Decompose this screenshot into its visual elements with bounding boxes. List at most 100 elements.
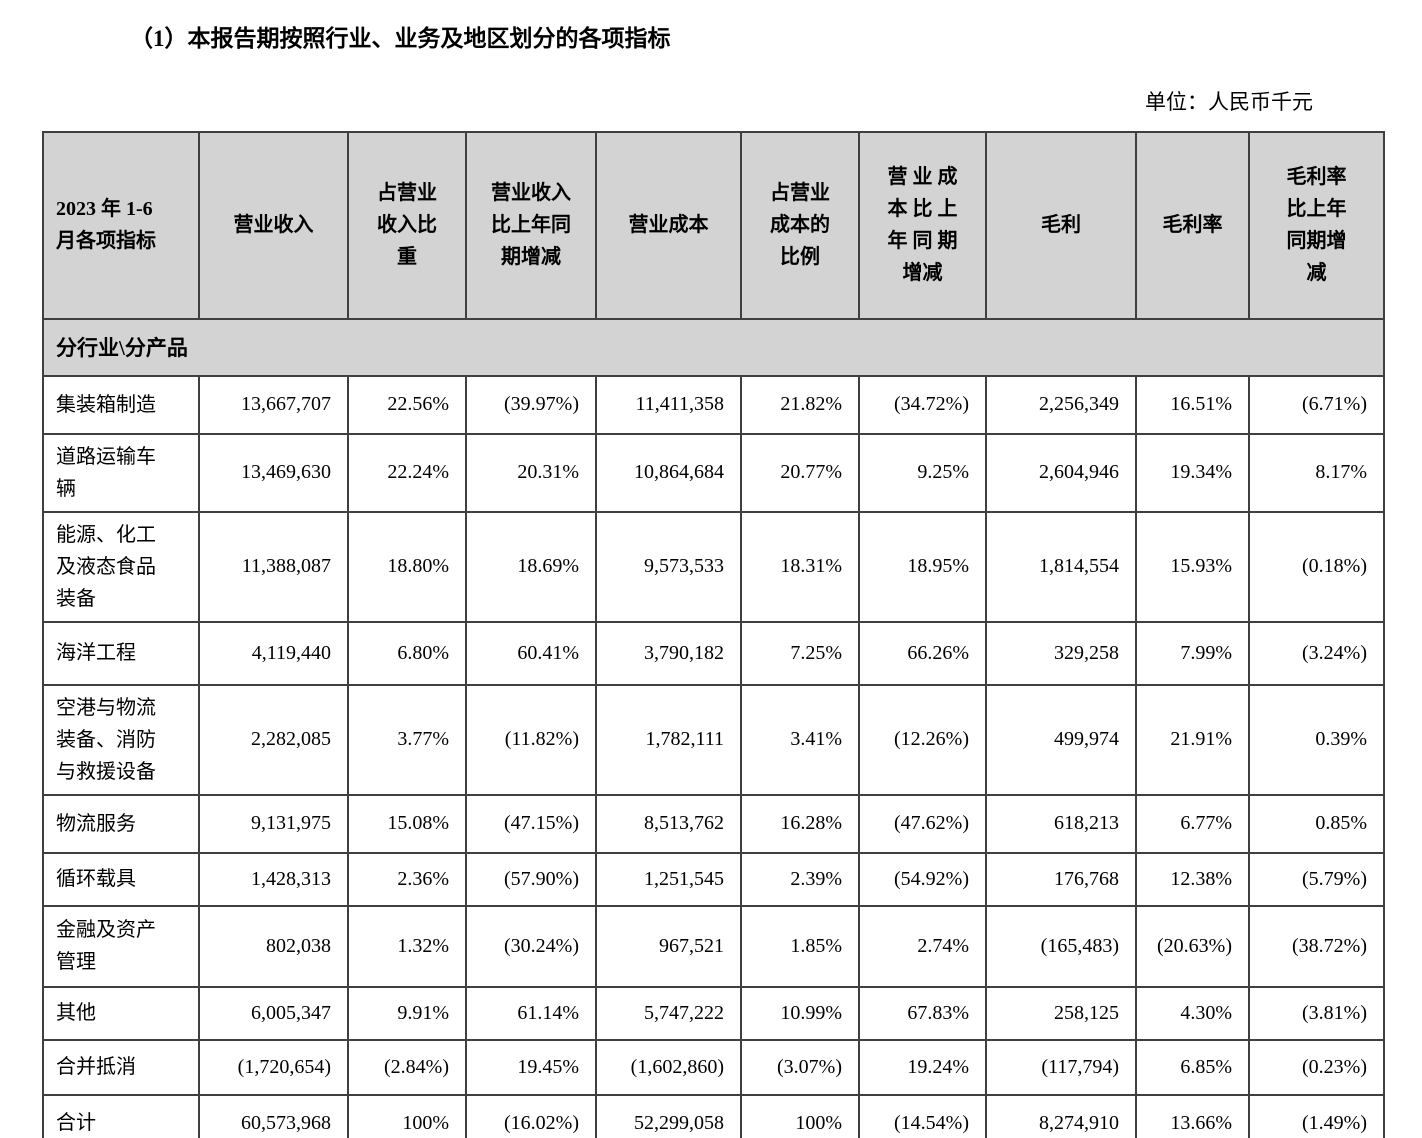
table-cell: 100% xyxy=(347,1093,467,1138)
table-row: 金融及资产管理 802,038 1.32% (30.24%) 967,521 1.85% 2… xyxy=(42,904,1385,988)
table-cell: (5.79%) xyxy=(1248,851,1385,907)
table-cell: (3.81%) xyxy=(1248,985,1385,1041)
table-cell: 21.91% xyxy=(1135,683,1250,796)
column-header-period-indicators: 2023 年 1-6 月各项指标 xyxy=(42,130,200,320)
table-row: 空港与物流装备、消防与救援设备 2,282,085 3.77% (11.82%) 1,7… xyxy=(42,683,1385,796)
table-cell: 3.77% xyxy=(347,683,467,796)
table-cell: 1.32% xyxy=(347,904,467,988)
table-cell: 329,258 xyxy=(985,620,1137,686)
table-cell: 66.26% xyxy=(858,620,987,686)
row-label: 合计 xyxy=(42,1093,200,1138)
table-cell: 61.14% xyxy=(465,985,597,1041)
table-cell: 20.77% xyxy=(740,432,860,513)
row-label: 集装箱制造 xyxy=(42,374,200,435)
table-cell: 802,038 xyxy=(198,904,349,988)
section-label: 分行业\分产品 xyxy=(42,317,1385,377)
row-label: 道路运输车辆 xyxy=(42,432,200,513)
row-label: 能源、化工及液态食品装备 xyxy=(42,510,200,623)
table-cell: 19.24% xyxy=(858,1038,987,1096)
table-cell: 60.41% xyxy=(465,620,597,686)
page-title: （1）本报告期按照行业、业务及地区划分的各项指标 xyxy=(130,26,671,51)
segment-indicators-table: 2023 年 1-6 月各项指标 营业收入 占营业 收入比 重 营业收入 比上年… xyxy=(42,130,1385,1138)
table-cell: (117,794) xyxy=(985,1038,1137,1096)
table-cell: (38.72%) xyxy=(1248,904,1385,988)
table-row: 合并抵消 (1,720,654) (2.84%) 19.45% (1,602,860)(… xyxy=(42,1038,1385,1096)
table-cell: (6.71%) xyxy=(1248,374,1385,435)
table-cell: 18.95% xyxy=(858,510,987,623)
table-cell: 7.25% xyxy=(740,620,860,686)
table-cell: 18.31% xyxy=(740,510,860,623)
table-cell: 0.39% xyxy=(1248,683,1385,796)
table-row: 道路运输车辆 13,469,630 22.24% 20.31% 10,864,684 20… xyxy=(42,432,1385,513)
table-cell: (3.24%) xyxy=(1248,620,1385,686)
table-cell: 1,251,545 xyxy=(595,851,742,907)
table-cell: 18.69% xyxy=(465,510,597,623)
table-cell: 8,513,762 xyxy=(595,793,742,854)
table-cell: 9.25% xyxy=(858,432,987,513)
table-cell: (165,483) xyxy=(985,904,1137,988)
table-cell: 52,299,058 xyxy=(595,1093,742,1138)
table-cell: 3.41% xyxy=(740,683,860,796)
row-label: 物流服务 xyxy=(42,793,200,854)
row-label: 其他 xyxy=(42,985,200,1041)
table-cell: 9,131,975 xyxy=(198,793,349,854)
table-row: 集装箱制造 13,667,707 22.56% (39.97%) 11,411,358 2… xyxy=(42,374,1385,435)
column-header-revenue-yoy: 营业收入 比上年同 期增减 xyxy=(465,130,597,320)
table-cell: (1.49%) xyxy=(1248,1093,1385,1138)
table-cell: 3,790,182 xyxy=(595,620,742,686)
table-cell: (30.24%) xyxy=(465,904,597,988)
table-row: 合计 60,573,968 100% (16.02%) 52,299,058 100% (1… xyxy=(42,1093,1385,1138)
section-row: 分行业\分产品 xyxy=(42,317,1385,377)
unit-label: 单位：人民币千元 xyxy=(1145,89,1313,114)
table-cell: 6.77% xyxy=(1135,793,1250,854)
table-cell: 6.80% xyxy=(347,620,467,686)
row-label: 合并抵消 xyxy=(42,1038,200,1096)
column-header-revenue: 营业收入 xyxy=(198,130,349,320)
table-cell: 499,974 xyxy=(985,683,1137,796)
table-cell: 13,667,707 xyxy=(198,374,349,435)
table-cell: 618,213 xyxy=(985,793,1137,854)
row-label: 海洋工程 xyxy=(42,620,200,686)
table-body: 分行业\分产品 集装箱制造 13,667,707 22.56% (39.97%) 11,… xyxy=(42,317,1385,1138)
table-cell: (1,602,860) xyxy=(595,1038,742,1096)
column-header-gross-margin: 毛利率 xyxy=(1135,130,1250,320)
table-cell: 21.82% xyxy=(740,374,860,435)
table-cell: 8,274,910 xyxy=(985,1093,1137,1138)
table-cell: (14.54%) xyxy=(858,1093,987,1138)
table-cell: 2,256,349 xyxy=(985,374,1137,435)
row-label: 循环载具 xyxy=(42,851,200,907)
table-cell: 100% xyxy=(740,1093,860,1138)
table-cell: 10.99% xyxy=(740,985,860,1041)
table-row: 其他 6,005,347 9.91% 61.14% 5,747,222 10.99% 67.… xyxy=(42,985,1385,1041)
table-cell: (16.02%) xyxy=(465,1093,597,1138)
table-cell: (1,720,654) xyxy=(198,1038,349,1096)
table-cell: 4.30% xyxy=(1135,985,1250,1041)
table-cell: 11,388,087 xyxy=(198,510,349,623)
table-cell: 6,005,347 xyxy=(198,985,349,1041)
table-cell: (20.63%) xyxy=(1135,904,1250,988)
column-header-cost-share: 占营业 成本的 比例 xyxy=(740,130,860,320)
table-cell: 22.56% xyxy=(347,374,467,435)
table-cell: 5,747,222 xyxy=(595,985,742,1041)
table-cell: 4,119,440 xyxy=(198,620,349,686)
table-cell: 10,864,684 xyxy=(595,432,742,513)
column-header-revenue-share: 占营业 收入比 重 xyxy=(347,130,467,320)
table-cell: 9,573,533 xyxy=(595,510,742,623)
row-label: 金融及资产管理 xyxy=(42,904,200,988)
table-cell: 2.39% xyxy=(740,851,860,907)
table-cell: 16.28% xyxy=(740,793,860,854)
table-header-row: 2023 年 1-6 月各项指标 营业收入 占营业 收入比 重 营业收入 比上年… xyxy=(42,130,1385,320)
table-cell: 258,125 xyxy=(985,985,1137,1041)
table-cell: (0.23%) xyxy=(1248,1038,1385,1096)
table-cell: 2.36% xyxy=(347,851,467,907)
table-cell: 967,521 xyxy=(595,904,742,988)
table-cell: 60,573,968 xyxy=(198,1093,349,1138)
table-cell: (12.26%) xyxy=(858,683,987,796)
column-header-cost-yoy: 营 业 成 本 比 上 年 同 期 增减 xyxy=(858,130,987,320)
table-cell: 2,282,085 xyxy=(198,683,349,796)
table-row: 物流服务 9,131,975 15.08% (47.15%) 8,513,762 16.2… xyxy=(42,793,1385,854)
table-cell: (57.90%) xyxy=(465,851,597,907)
table-cell: 1,782,111 xyxy=(595,683,742,796)
table-cell: 8.17% xyxy=(1248,432,1385,513)
table-cell: (39.97%) xyxy=(465,374,597,435)
